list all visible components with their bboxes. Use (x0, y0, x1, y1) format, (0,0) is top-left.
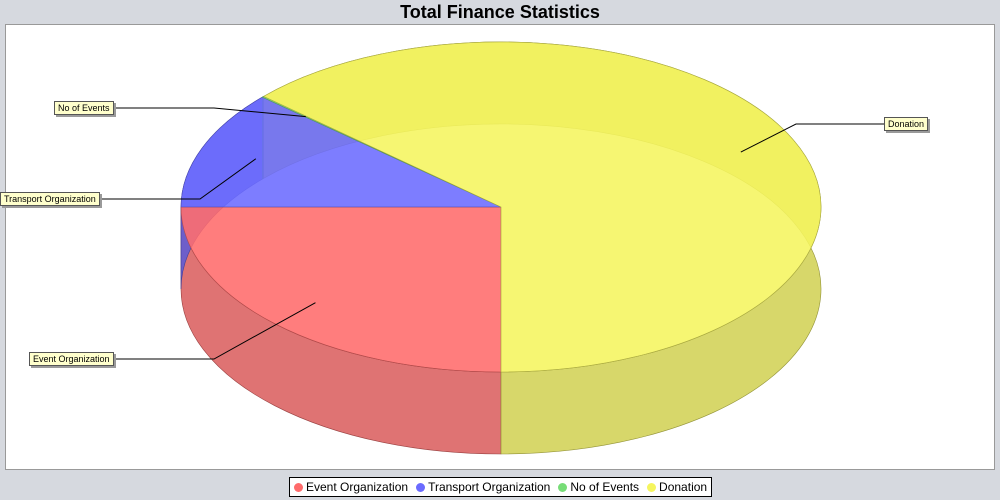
callout-donation: Donation (884, 117, 929, 131)
callout-transport-organization: Transport Organization (0, 192, 100, 206)
legend-label: Event Organization (306, 480, 409, 494)
pie-slice-donation (262, 41, 822, 373)
legend-swatch-icon (647, 482, 657, 492)
legend-label: Donation (659, 480, 708, 494)
chart-title: Total Finance Statistics (400, 2, 600, 22)
legend-item-event-organization: Event Organization (294, 480, 408, 494)
legend-item-no-of-events: No of Events (558, 480, 639, 494)
legend-swatch-icon (558, 482, 568, 492)
plot-area: No of Events Transport Organization Even… (0, 24, 995, 470)
leader-line-donation (740, 123, 884, 153)
leader-line-transport-organization (100, 158, 257, 200)
legend-swatch-icon (416, 482, 426, 492)
legend-swatch-icon (294, 482, 303, 492)
leader-line-event-organization (114, 302, 316, 360)
pie-slice-transport-organization (180, 96, 502, 208)
legend-label: No of Events (570, 480, 640, 494)
legend: Event Organization Transport Organizatio… (289, 477, 713, 497)
legend-item-transport-organization: Transport Organization (416, 480, 550, 494)
pie-slice-event-organization (180, 206, 502, 373)
callout-event-organization: Event Organization (29, 352, 114, 366)
pie-chart (100, 41, 884, 455)
callout-no-of-events: No of Events (54, 101, 114, 115)
legend-label: Transport Organization (428, 480, 551, 494)
leader-line-no-of-events (114, 107, 306, 118)
legend-item-donation: Donation (647, 480, 707, 494)
